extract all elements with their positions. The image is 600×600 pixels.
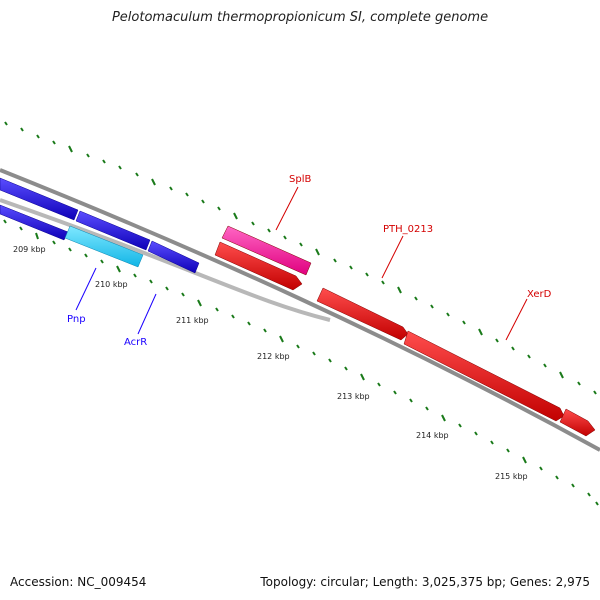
gene-red-xerd[interactable] [403, 330, 565, 422]
gene-cyan-1[interactable] [64, 225, 144, 268]
acrr-leader [137, 293, 157, 335]
gene-label-leaders [75, 186, 528, 341]
gene-red-2[interactable] [316, 287, 409, 341]
genome-summary-text: Topology: circular; Length: 3,025,375 bp… [260, 575, 590, 589]
gene-features-red [214, 225, 596, 437]
outer-tick-ring [4, 121, 597, 395]
pth0213-leader [381, 235, 404, 279]
tick-label-214: 214 kbp [416, 431, 449, 440]
gene-blue-4[interactable] [0, 204, 69, 241]
gene-label-splb: SplB [289, 174, 311, 185]
gene-label-pnp: Pnp [67, 314, 86, 325]
backbone-lower [0, 198, 331, 322]
gene-red-4[interactable] [559, 408, 596, 437]
tick-label-211: 211 kbp [176, 316, 209, 325]
backbone-upper [0, 168, 600, 452]
genome-title: Pelotomaculum thermopropionicum SI, comp… [111, 10, 489, 25]
gene-label-pth0213: PTH_0213 [383, 224, 433, 235]
tick-label-213: 213 kbp [337, 392, 370, 401]
gene-blue-1[interactable] [0, 177, 79, 221]
gene-red-pth0213[interactable] [214, 241, 303, 291]
gene-label-xerd: XerD [527, 289, 552, 300]
xerd-leader [505, 298, 528, 341]
accession-text: Accession: NC_009454 [10, 575, 147, 589]
tick-label-210: 210 kbp [95, 280, 128, 289]
tick-label-215: 215 kbp [495, 472, 528, 481]
gene-label-acrr: AcrR [124, 337, 147, 348]
gene-features-blue [0, 177, 200, 274]
inner-tick-ring [3, 219, 599, 506]
splb-leader [275, 186, 299, 231]
tick-label-212: 212 kbp [257, 352, 290, 361]
gene-blue-2[interactable] [75, 210, 151, 251]
tick-label-209: 209 kbp [13, 245, 46, 254]
gene-blue-3[interactable] [147, 240, 200, 274]
pnp-leader [75, 267, 97, 311]
gene-pink-splb[interactable] [221, 225, 312, 276]
